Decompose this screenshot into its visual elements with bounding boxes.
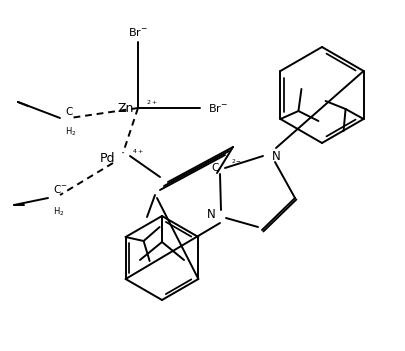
Text: Zn: Zn [117, 101, 134, 114]
Text: C: C [212, 163, 219, 173]
Text: Br$^{-}$: Br$^{-}$ [128, 26, 148, 38]
Text: Pd: Pd [100, 152, 115, 165]
Text: H$_2$: H$_2$ [53, 205, 64, 218]
Text: N: N [272, 150, 281, 163]
Text: N: N [207, 208, 216, 221]
Text: H$_2$: H$_2$ [65, 125, 77, 138]
Text: $^{2-}$: $^{2-}$ [231, 159, 242, 167]
Text: C$^{-}$: C$^{-}$ [53, 183, 68, 195]
Text: C: C [65, 107, 72, 117]
Text: Br$^{-}$: Br$^{-}$ [208, 102, 228, 114]
Text: $^{4+}$: $^{4+}$ [132, 148, 144, 158]
Text: $^{2+}$: $^{2+}$ [146, 99, 158, 108]
